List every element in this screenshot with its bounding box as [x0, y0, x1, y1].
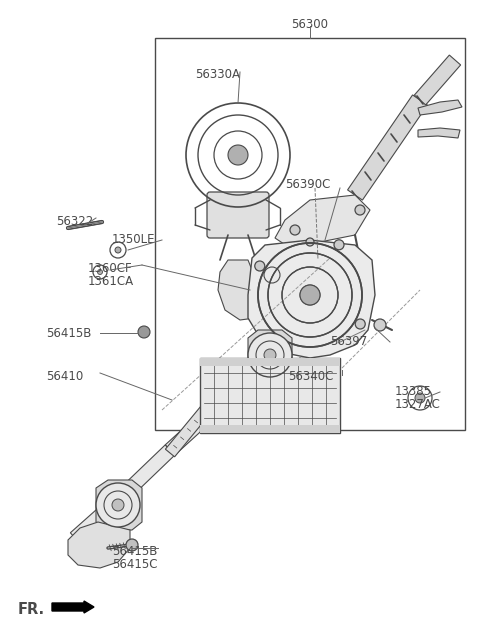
- Text: 1361CA: 1361CA: [88, 275, 134, 288]
- Bar: [200, 425, 340, 433]
- Circle shape: [228, 145, 248, 165]
- Text: 56397: 56397: [330, 335, 367, 348]
- Text: 56410: 56410: [46, 370, 83, 383]
- Text: 56300: 56300: [291, 18, 328, 31]
- Text: 1327AC: 1327AC: [395, 398, 441, 411]
- Circle shape: [276, 340, 286, 350]
- Text: 56415B: 56415B: [112, 545, 157, 558]
- FancyArrow shape: [52, 601, 94, 613]
- Polygon shape: [165, 395, 230, 455]
- Polygon shape: [115, 445, 175, 503]
- Circle shape: [248, 333, 292, 377]
- Polygon shape: [220, 344, 289, 405]
- Text: 56330A: 56330A: [195, 68, 240, 81]
- FancyBboxPatch shape: [207, 192, 269, 238]
- Bar: [200, 358, 340, 433]
- Circle shape: [374, 319, 386, 331]
- Bar: [200, 358, 340, 366]
- Circle shape: [300, 285, 320, 305]
- Circle shape: [112, 499, 124, 511]
- Text: 56340C: 56340C: [288, 370, 334, 383]
- Polygon shape: [248, 240, 375, 358]
- Polygon shape: [218, 260, 265, 320]
- Circle shape: [300, 285, 320, 305]
- Text: 56415B: 56415B: [46, 327, 91, 340]
- Circle shape: [255, 261, 265, 271]
- Circle shape: [126, 539, 138, 551]
- Text: 56415C: 56415C: [112, 558, 157, 571]
- Polygon shape: [418, 128, 460, 138]
- Circle shape: [264, 349, 276, 361]
- Polygon shape: [166, 386, 227, 457]
- Polygon shape: [348, 95, 427, 200]
- Text: 56390C: 56390C: [285, 178, 330, 191]
- Text: 1360CF: 1360CF: [88, 262, 132, 275]
- Circle shape: [138, 326, 150, 338]
- Polygon shape: [96, 480, 142, 530]
- Polygon shape: [71, 492, 125, 543]
- Polygon shape: [248, 330, 292, 380]
- Polygon shape: [418, 100, 462, 115]
- Circle shape: [355, 205, 365, 215]
- Circle shape: [355, 319, 365, 329]
- Circle shape: [415, 393, 425, 403]
- Bar: [155, 38, 465, 430]
- Circle shape: [115, 247, 121, 253]
- Circle shape: [97, 270, 103, 275]
- Text: 56322: 56322: [56, 215, 93, 228]
- Text: FR.: FR.: [18, 602, 45, 617]
- Circle shape: [290, 225, 300, 235]
- Polygon shape: [275, 195, 370, 248]
- Circle shape: [96, 483, 140, 527]
- Polygon shape: [68, 522, 130, 568]
- Polygon shape: [414, 55, 461, 105]
- Text: 13385: 13385: [395, 385, 432, 398]
- Polygon shape: [265, 248, 285, 280]
- Text: 1350LE: 1350LE: [112, 233, 156, 246]
- Circle shape: [306, 238, 314, 246]
- Circle shape: [334, 240, 344, 250]
